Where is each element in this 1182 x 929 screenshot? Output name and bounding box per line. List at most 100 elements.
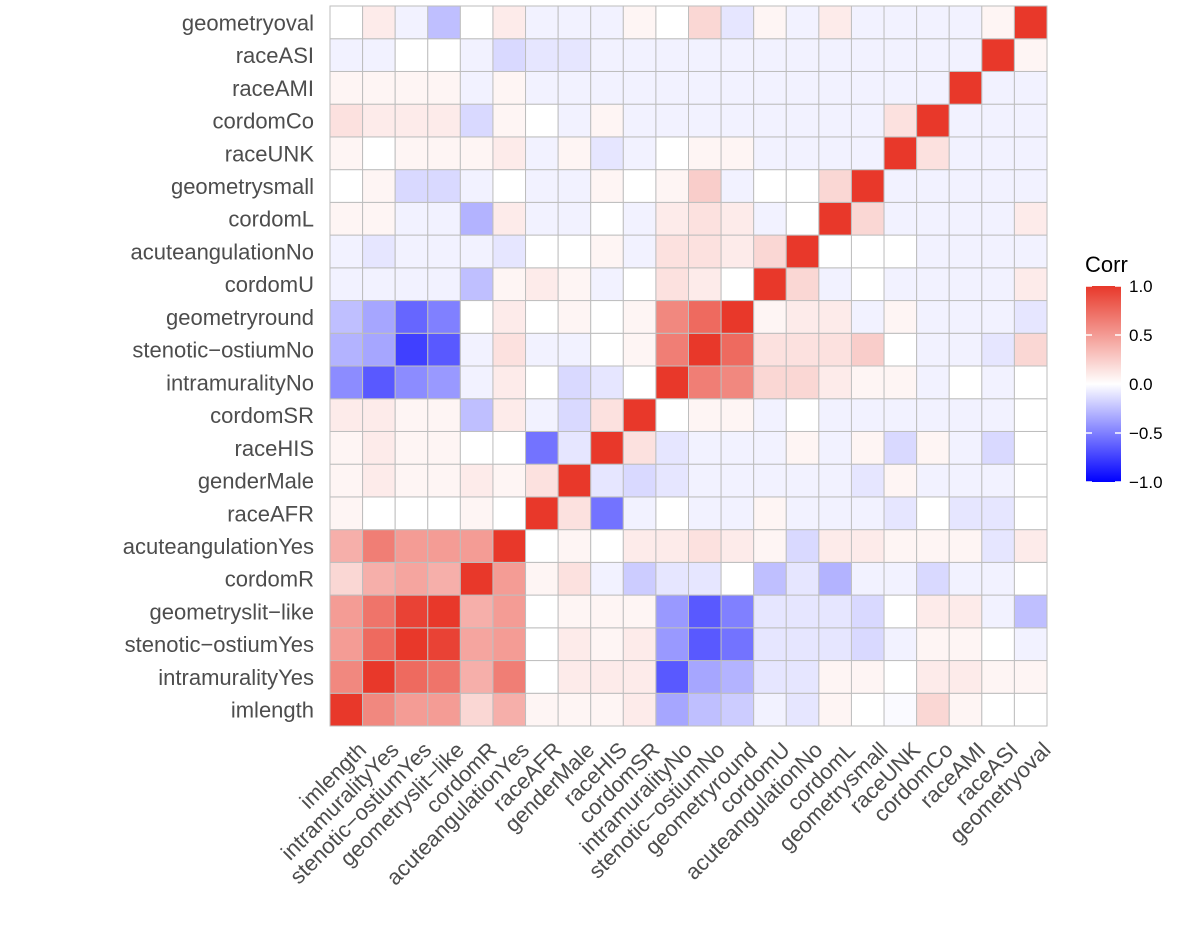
- heatmap-cell-stenotic-ostiumYes-stenotic-ostiumNo: [688, 627, 722, 662]
- heatmap-cell-cordomSR-acuteangulationYes: [492, 398, 527, 432]
- heatmap-cell-cordomCo-geometryslit-like: [427, 103, 461, 138]
- heatmap-cell-stenotic-ostiumYes-cordomL: [818, 627, 852, 662]
- heatmap-cell-stenotic-ostiumNo-cordomCo: [916, 332, 950, 367]
- heatmap-cell-intramuralityNo-stenotic-ostiumYes: [394, 365, 429, 400]
- x-axis-labels: imlengthintramuralityYesstenotic−ostiumY…: [276, 737, 1056, 890]
- heatmap-cell-cordomSR-cordomL: [818, 398, 852, 432]
- y-tick-label-acuteangulationNo: acuteangulationNo: [131, 239, 314, 264]
- heatmap-cell-intramuralityNo-raceAFR: [525, 365, 559, 400]
- heatmap-cell-cordomL-imlength: [329, 201, 364, 236]
- heatmap-cell-raceAFR-stenotic-ostiumNo: [688, 496, 722, 531]
- heatmap-cell-geometryoval-raceHIS: [590, 5, 624, 40]
- heatmap-cell-imlength-raceASI: [981, 692, 1015, 727]
- heatmap-cell-stenotic-ostiumNo-acuteangulationNo: [785, 332, 820, 367]
- heatmap-cell-intramuralityYes-cordomCo: [916, 660, 950, 694]
- heatmap-cell-intramuralityNo-cordomU: [753, 365, 787, 400]
- heatmap-cell-raceAMI-genderMale: [557, 70, 592, 105]
- heatmap-cell-imlength-geometryslit-like: [427, 692, 461, 727]
- heatmap-cell-geometrysmall-intramuralityNo: [655, 169, 689, 203]
- heatmap-cell-raceAFR-cordomR: [459, 496, 494, 531]
- heatmap-cell-raceAMI-stenotic-ostiumYes: [394, 70, 429, 105]
- heatmap-cell-geometryoval-raceAFR: [525, 5, 559, 40]
- heatmap-cell-imlength-geometrysmall: [850, 692, 885, 727]
- heatmap-cell-raceAFR-acuteangulationYes: [492, 496, 527, 531]
- heatmap-cell-genderMale-acuteangulationYes: [492, 463, 527, 498]
- heatmap-cell-cordomCo-intramuralityYes: [362, 103, 396, 138]
- heatmap-cell-raceASI-geometryround: [720, 38, 755, 72]
- heatmap-cell-raceHIS-cordomR: [459, 430, 494, 465]
- heatmap-cell-genderMale-geometrysmall: [850, 463, 885, 498]
- heatmap-cell-raceAFR-geometryround: [720, 496, 755, 531]
- heatmap-cell-cordomR-cordomL: [818, 561, 852, 596]
- heatmap-cell-geometryslit-like-acuteangulationNo: [785, 594, 820, 629]
- heatmap-cell-cordomL-genderMale: [557, 201, 592, 236]
- heatmap-cell-geometrysmall-stenotic-ostiumYes: [394, 169, 429, 203]
- heatmap-cell-cordomSR-intramuralityNo: [655, 398, 689, 432]
- heatmap-cell-intramuralityYes-geometryoval: [1013, 660, 1048, 694]
- heatmap-cell-acuteangulationNo-intramuralityYes: [362, 234, 396, 269]
- heatmap-cell-genderMale-geometryoval: [1013, 463, 1048, 498]
- heatmap-cell-genderMale-cordomCo: [916, 463, 950, 498]
- heatmap-cell-acuteangulationNo-cordomR: [459, 234, 494, 269]
- heatmap-cell-raceASI-cordomR: [459, 38, 494, 72]
- heatmap-cell-raceASI-raceAFR: [525, 38, 559, 72]
- heatmap-cell-cordomU-intramuralityYes: [362, 267, 396, 302]
- heatmap-cell-raceAMI-geometryround: [720, 70, 755, 105]
- heatmap-cell-geometryoval-geometryround: [720, 5, 755, 40]
- heatmap-cell-acuteangulationYes-acuteangulationYes: [492, 529, 527, 563]
- heatmap-cell-cordomU-acuteangulationYes: [492, 267, 527, 302]
- heatmap-cell-acuteangulationYes-genderMale: [557, 529, 592, 563]
- heatmap-cell-intramuralityNo-cordomSR: [622, 365, 657, 400]
- y-tick-label-stenotic-ostiumYes: stenotic−ostiumYes: [125, 632, 314, 657]
- heatmap-cell-raceASI-intramuralityYes: [362, 38, 396, 72]
- heatmap-cell-stenotic-ostiumNo-cordomL: [818, 332, 852, 367]
- heatmap-cell-acuteangulationNo-geometrysmall: [850, 234, 885, 269]
- heatmap-cell-raceAMI-raceAFR: [525, 70, 559, 105]
- heatmap-cell-imlength-cordomCo: [916, 692, 950, 727]
- heatmap-cell-raceAMI-geometrysmall: [850, 70, 885, 105]
- legend-tick-label: 0.5: [1129, 326, 1153, 345]
- heatmap-cell-acuteangulationYes-cordomSR: [622, 529, 657, 563]
- heatmap-cell-raceASI-acuteangulationNo: [785, 38, 820, 72]
- y-tick-label-cordomL: cordomL: [228, 207, 314, 232]
- heatmap-cell-geometryoval-raceASI: [981, 5, 1015, 40]
- heatmap-cell-intramuralityNo-raceUNK: [883, 365, 918, 400]
- y-tick-label-cordomR: cordomR: [225, 567, 314, 592]
- heatmap-cell-stenotic-ostiumNo-geometryround: [720, 332, 755, 367]
- heatmap-cell-raceHIS-geometryslit-like: [427, 430, 461, 465]
- heatmap-cell-raceAFR-geometryslit-like: [427, 496, 461, 531]
- y-tick-label-raceHIS: raceHIS: [235, 436, 314, 461]
- heatmap-cell-cordomCo-acuteangulationNo: [785, 103, 820, 138]
- heatmap-cell-intramuralityNo-geometryslit-like: [427, 365, 461, 400]
- heatmap-cell-stenotic-ostiumNo-geometryslit-like: [427, 332, 461, 367]
- y-tick-label-imlength: imlength: [231, 698, 314, 723]
- y-tick-label-geometryround: geometryround: [166, 305, 314, 330]
- heatmap-cell-cordomR-raceASI: [981, 561, 1015, 596]
- y-tick-label-intramuralityYes: intramuralityYes: [158, 665, 314, 690]
- heatmap-cell-cordomL-raceHIS: [590, 201, 624, 236]
- heatmap-cell-acuteangulationNo-acuteangulationNo: [785, 234, 820, 269]
- heatmap-cell-intramuralityYes-cordomL: [818, 660, 852, 694]
- heatmap-cell-geometryslit-like-raceAMI: [948, 594, 983, 629]
- heatmap-cell-cordomU-raceASI: [981, 267, 1015, 302]
- heatmap-cell-intramuralityYes-acuteangulationNo: [785, 660, 820, 694]
- heatmap-cell-geometryoval-intramuralityYes: [362, 5, 396, 40]
- heatmap-cell-raceASI-raceASI: [981, 38, 1015, 72]
- heatmap-cell-raceAFR-acuteangulationNo: [785, 496, 820, 531]
- heatmap-cell-cordomU-cordomSR: [622, 267, 657, 302]
- heatmap-cell-geometryround-cordomSR: [622, 300, 657, 334]
- heatmap-cell-raceAFR-raceAMI: [948, 496, 983, 531]
- heatmap-cell-stenotic-ostiumYes-stenotic-ostiumYes: [394, 627, 429, 662]
- heatmap-cell-stenotic-ostiumYes-acuteangulationNo: [785, 627, 820, 662]
- heatmap-cell-genderMale-raceASI: [981, 463, 1015, 498]
- heatmap-cell-cordomL-geometrysmall: [850, 201, 885, 236]
- heatmap-cell-cordomL-cordomSR: [622, 201, 657, 236]
- heatmap-cell-acuteangulationYes-geometryround: [720, 529, 755, 563]
- heatmap-cell-cordomR-intramuralityYes: [362, 561, 396, 596]
- heatmap-cell-acuteangulationNo-cordomU: [753, 234, 787, 269]
- heatmap-cell-intramuralityNo-raceHIS: [590, 365, 624, 400]
- heatmap-cell-genderMale-raceAMI: [948, 463, 983, 498]
- heatmap-cell-geometryslit-like-stenotic-ostiumYes: [394, 594, 429, 629]
- heatmap-cell-geometryround-raceUNK: [883, 300, 918, 334]
- heatmap-cell-raceAMI-acuteangulationNo: [785, 70, 820, 105]
